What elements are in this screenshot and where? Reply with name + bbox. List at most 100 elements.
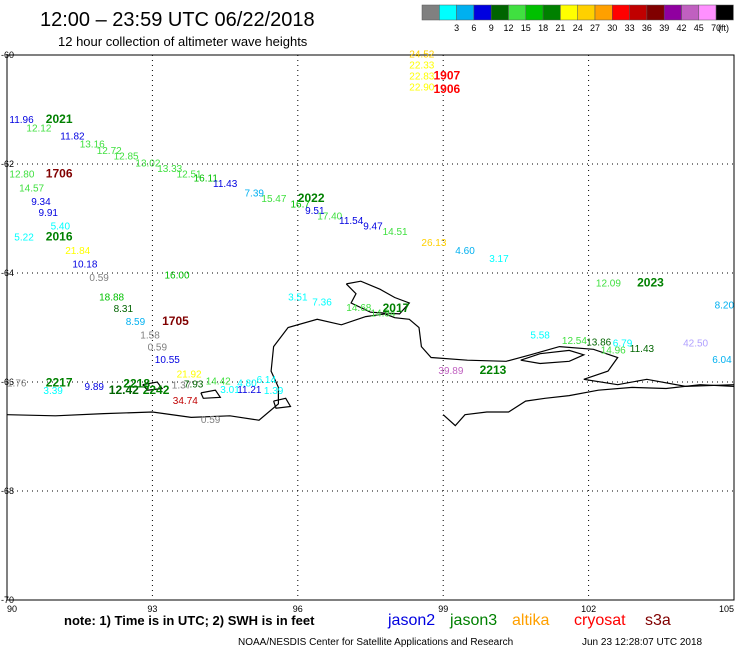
wave-height-label: 5.58 [530, 330, 550, 341]
scale-tick-label: 21 [555, 23, 565, 33]
wave-height-label: 0.59 [148, 342, 168, 353]
scale-swatch [456, 4, 475, 21]
scale-swatch [681, 4, 700, 21]
scale-swatch [421, 4, 440, 21]
wave-height-label: 11.43 [213, 179, 238, 190]
wave-height-label: 7.36 [312, 298, 332, 309]
scale-swatch [439, 4, 457, 21]
lon-tick-label: 93 [147, 604, 157, 614]
wave-height-label: 7.39 [245, 189, 265, 200]
wave-height-label: 26.13 [421, 238, 446, 249]
coastline-segment [142, 381, 164, 391]
scale-tick-label: 42 [676, 23, 686, 33]
scale-tick-label: 30 [607, 23, 617, 33]
time-label: 2242 [143, 383, 170, 397]
wave-height-label: 3.39 [43, 386, 63, 397]
scale-swatch [646, 4, 665, 21]
satellite-legend: jason2 jason3 altika cryosat s3a [387, 612, 671, 629]
coastline-segment [520, 349, 586, 365]
wave-height-label: 17.40 [317, 212, 342, 223]
time-label: 2023 [637, 276, 664, 290]
scale-unit-label: (ft) [718, 23, 729, 33]
time-label: 12.42 [109, 383, 139, 397]
wave-height-label: 34.74 [173, 396, 198, 407]
time-label: 2017 [383, 301, 410, 315]
wave-height-label: 10.55 [155, 355, 180, 366]
lon-tick-label: 102 [581, 604, 596, 614]
wave-height-label: 39.89 [438, 366, 463, 377]
wave-height-label: 9.89 [85, 382, 105, 393]
wave-height-label: 4.80 [237, 378, 257, 389]
lon-tick-label: 90 [7, 604, 17, 614]
lat-tick-label: -68 [1, 486, 14, 496]
wave-height-label: 11.82 [60, 132, 85, 143]
wave-height-label: 14.84 [371, 309, 396, 320]
wave-height-label: 5.40 [51, 221, 71, 232]
footer-credit: NOAA/NESDIS Center for Satellite Applica… [238, 637, 513, 648]
lon-tick-label: 96 [293, 604, 303, 614]
wave-height-label: 14.68 [346, 303, 371, 314]
wave-height-label: 1.39 [264, 386, 284, 397]
coastline [6, 280, 735, 427]
footer-note: note: 1) Time is in UTC; 2) SWH is in fe… [64, 613, 315, 628]
time-label: 2213 [480, 363, 507, 377]
wave-height-label: 11.21 [237, 385, 262, 396]
scale-tick-label: 3 [454, 23, 459, 33]
scale-tick-label: 70 [711, 23, 721, 33]
wave-height-label: 0.59 [89, 273, 109, 284]
wave-height-label: 8.59 [126, 317, 146, 328]
scale-swatch [663, 4, 682, 21]
wave-height-label: 15.47 [261, 194, 286, 205]
scale-tick-label: 33 [625, 23, 635, 33]
scale-swatch [594, 4, 613, 21]
wave-height-label: 1.58 [140, 330, 160, 341]
scale-tick-label: 12 [503, 23, 513, 33]
axis-tick-labels: 90 93 96 99 102 105 -60 -62 -64 -66 -68 -70 [1, 50, 734, 614]
wave-height-label: 21.92 [177, 370, 202, 381]
satellite-legend-item: jason2 [387, 612, 435, 629]
map-frame [6, 54, 735, 601]
scale-swatch [508, 4, 527, 21]
satellite-legend-item: altika [512, 612, 549, 629]
footer-timestamp: Jun 23 12:28:07 UTC 2018 [582, 637, 703, 648]
wave-height-label: 1.37 [172, 381, 192, 392]
wave-height-label: 13.02 [135, 159, 160, 170]
wave-height-label: 6.79 [613, 339, 633, 350]
wave-height-label: 16.7 [291, 200, 311, 211]
scale-swatch [560, 4, 578, 21]
wave-height-label: 22.90 [409, 82, 434, 93]
wave-height-label: 16.00 [165, 270, 190, 281]
wave-height-label: 11.96 [9, 115, 34, 126]
scale-tick-label: 6 [471, 23, 476, 33]
coastline-segment [200, 389, 222, 399]
wave-height-label: 10.18 [72, 260, 97, 271]
scale-swatch [473, 4, 492, 21]
coastline-segment [273, 397, 292, 409]
coastline-segment [442, 384, 735, 427]
wave-height-label: 12.85 [114, 152, 139, 163]
wave-height-label: 3.17 [489, 254, 509, 265]
scale-tick-label: 45 [694, 23, 704, 33]
scale-swatch [577, 4, 596, 21]
wave-height-label: 4.60 [455, 246, 475, 257]
wave-height-label: 5.22 [14, 232, 34, 243]
lat-tick-label: -66 [1, 377, 14, 387]
wave-height-label: 9.34 [31, 197, 51, 208]
time-label: 1906 [434, 82, 461, 96]
lat-tick-label: -62 [1, 159, 14, 169]
wave-height-label: 14.42 [206, 377, 231, 388]
wave-height-label: 12.51 [177, 170, 202, 181]
scale-swatch [698, 4, 717, 21]
wave-height-label: 3.51 [288, 292, 308, 303]
scale-tick-label: 9 [489, 23, 494, 33]
lon-tick-label: 99 [438, 604, 448, 614]
scale-swatch [490, 4, 509, 21]
wave-height-label: 14.57 [19, 183, 44, 194]
wave-height-label: 9.51 [305, 206, 325, 217]
wave-height-label: 11.43 [630, 344, 655, 355]
scale-swatch [715, 4, 734, 21]
wave-height-label: 13.86 [586, 338, 611, 349]
